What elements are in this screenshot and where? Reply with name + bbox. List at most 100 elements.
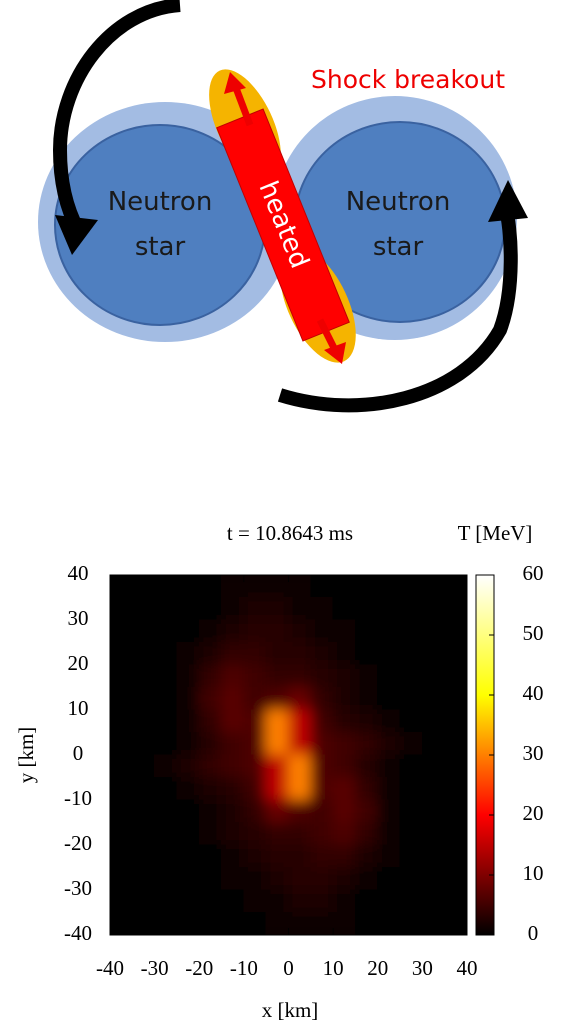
y-tick-label: -20 — [64, 831, 92, 855]
heat-cell — [444, 710, 467, 734]
y-tick-label: 0 — [73, 741, 84, 765]
heat-cell — [288, 845, 311, 869]
heat-cell — [221, 845, 244, 869]
heat-cell — [444, 642, 467, 666]
x-tick-label: 30 — [412, 956, 433, 980]
heat-cell — [288, 732, 311, 756]
heat-cell — [199, 665, 222, 689]
heat-cell — [154, 912, 177, 936]
heat-cell — [288, 620, 311, 644]
colorbar-tick-label: 50 — [523, 621, 544, 645]
heat-cell — [310, 665, 333, 689]
heat-cell — [444, 620, 467, 644]
heat-cell — [400, 912, 423, 936]
x-tick-label: -30 — [141, 956, 169, 980]
heat-cell — [377, 665, 400, 689]
heat-cell — [422, 642, 445, 666]
heat-cell — [266, 732, 289, 756]
heat-cell — [110, 890, 133, 914]
y-tick-label: -30 — [64, 876, 92, 900]
heat-cell — [154, 687, 177, 711]
heat-cell — [132, 665, 155, 689]
heat-cell — [444, 665, 467, 689]
heat-cell — [310, 755, 333, 779]
heat-cell — [444, 687, 467, 711]
heat-cell — [422, 890, 445, 914]
heat-cell — [176, 620, 199, 644]
heat-cell — [266, 687, 289, 711]
heat-cell — [132, 687, 155, 711]
heat-cell — [266, 755, 289, 779]
heat-cell — [176, 575, 199, 599]
heat-cell — [355, 867, 378, 891]
heat-cell — [110, 597, 133, 621]
heat-cell — [132, 732, 155, 756]
x-tick-label: 20 — [367, 956, 388, 980]
heat-cell — [176, 867, 199, 891]
heat-cell — [310, 620, 333, 644]
heat-cell — [266, 845, 289, 869]
heat-cell — [333, 597, 356, 621]
heat-cell — [310, 890, 333, 914]
page: Neutron star Neutron star heated Shock b… — [0, 0, 563, 1032]
heat-cell — [355, 665, 378, 689]
x-tick-label: -40 — [96, 956, 124, 980]
heat-cell — [444, 597, 467, 621]
heat-cell — [377, 755, 400, 779]
heat-cell — [110, 822, 133, 846]
heat-cell — [400, 845, 423, 869]
heat-cell — [176, 732, 199, 756]
heat-cell — [310, 732, 333, 756]
heat-cell — [333, 665, 356, 689]
x-axis-label: x [km] — [262, 998, 319, 1022]
heat-cell — [377, 867, 400, 891]
heat-cell — [444, 867, 467, 891]
heat-cell — [400, 867, 423, 891]
heat-cell — [176, 800, 199, 824]
heat-cell — [176, 642, 199, 666]
heat-cell — [221, 642, 244, 666]
heat-cell — [355, 597, 378, 621]
heat-cell — [310, 800, 333, 824]
heat-cell — [377, 777, 400, 801]
heat-cell — [243, 822, 266, 846]
heat-cell — [444, 777, 467, 801]
heat-cell — [288, 777, 311, 801]
heat-cell — [310, 912, 333, 936]
heat-cell — [288, 755, 311, 779]
heat-cell — [333, 890, 356, 914]
heat-cell — [377, 890, 400, 914]
heat-cell — [154, 777, 177, 801]
heat-cell — [243, 912, 266, 936]
heat-cell — [444, 822, 467, 846]
heat-cell — [266, 822, 289, 846]
heat-cell — [221, 800, 244, 824]
heat-cell — [154, 845, 177, 869]
star-label: star — [135, 232, 186, 262]
heat-cell — [199, 867, 222, 891]
heat-cell — [176, 912, 199, 936]
heat-cell — [355, 912, 378, 936]
heat-cell — [444, 732, 467, 756]
heat-cell — [110, 687, 133, 711]
heat-cell — [154, 597, 177, 621]
heat-cell — [266, 642, 289, 666]
heat-cell — [132, 890, 155, 914]
heat-cell — [310, 822, 333, 846]
heat-cell — [355, 575, 378, 599]
heat-cell — [221, 575, 244, 599]
x-tick-label: 40 — [457, 956, 478, 980]
heat-cell — [243, 732, 266, 756]
heat-cell — [333, 867, 356, 891]
heat-cell — [243, 665, 266, 689]
heat-cell — [377, 687, 400, 711]
heat-cell — [199, 777, 222, 801]
heat-cell — [110, 755, 133, 779]
heat-cell — [199, 912, 222, 936]
heat-cell — [154, 822, 177, 846]
heat-cell — [132, 867, 155, 891]
heat-cell — [154, 755, 177, 779]
heatmap — [110, 575, 468, 936]
heat-cell — [400, 642, 423, 666]
heat-cell — [422, 867, 445, 891]
